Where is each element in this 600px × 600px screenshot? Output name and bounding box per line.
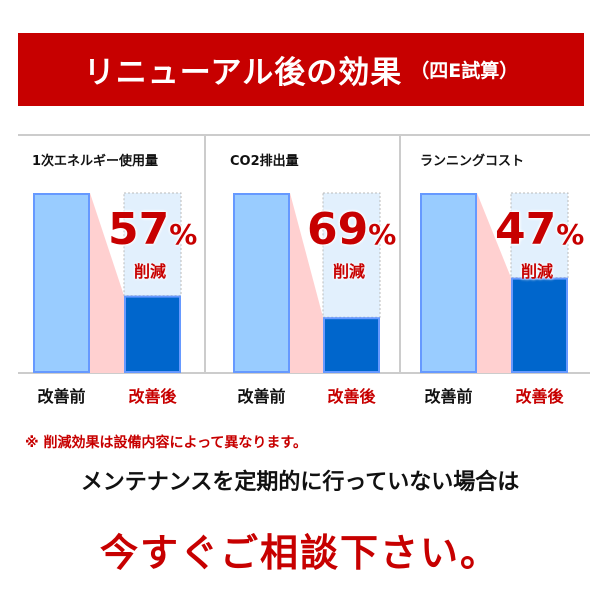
ghost-bar <box>123 192 182 297</box>
bar-before <box>420 193 477 373</box>
bar-before <box>33 193 90 373</box>
bar-after <box>511 277 568 374</box>
category-label-before: 改善前 <box>37 387 86 406</box>
header-title: リニューアル後の効果 <box>83 55 403 91</box>
reduction-value: 57 <box>108 204 170 255</box>
category-label-after: 改善後 <box>327 387 376 406</box>
reduction-percent: 57% <box>108 208 197 257</box>
ghost-bar <box>510 192 569 279</box>
call-to-action: 今すぐご相談下さい。 <box>99 531 500 575</box>
bar-after <box>124 295 181 374</box>
reduction-value: 69 <box>307 204 369 255</box>
bar-before <box>233 193 290 373</box>
header-banner: リニューアル後の効果 （四E試算） <box>18 33 584 106</box>
ghost-bar <box>322 192 381 318</box>
reduction-value: 47 <box>495 204 557 255</box>
reduction-wedge <box>477 193 511 373</box>
reduction-unit: % <box>556 218 585 251</box>
reduction-unit: % <box>169 218 198 251</box>
charts-area: 1次エネルギー使用量 改善前 改善後 57% 削減 CO2排出量 改善前 改善後 69% 削減 ラン… <box>18 134 590 406</box>
disclaimer-note: ※ 削減効果は設備内容によって異なります。 <box>25 435 307 451</box>
reduction-percent: 47% <box>495 208 584 257</box>
reduction-wedge <box>290 193 323 373</box>
chart-title: 1次エネルギー使用量 <box>32 154 159 169</box>
reduction-wedge <box>90 193 124 373</box>
chart-title: CO2排出量 <box>230 154 299 169</box>
header-subtitle: （四E試算） <box>410 60 519 82</box>
bar-after <box>323 317 380 374</box>
category-label-before: 改善前 <box>237 387 286 406</box>
category-label-before: 改善前 <box>424 387 473 406</box>
reduction-label: 削減 <box>521 262 554 281</box>
maintenance-message: メンテナンスを定期的に行っていない場合は <box>80 470 520 495</box>
reduction-unit: % <box>368 218 397 251</box>
category-label-after: 改善後 <box>128 387 177 406</box>
category-label-after: 改善後 <box>515 387 564 406</box>
charts-svg <box>18 134 590 374</box>
reduction-label: 削減 <box>134 262 167 281</box>
reduction-percent: 69% <box>307 208 396 257</box>
chart-title: ランニングコスト <box>420 154 525 169</box>
reduction-label: 削減 <box>333 262 366 281</box>
